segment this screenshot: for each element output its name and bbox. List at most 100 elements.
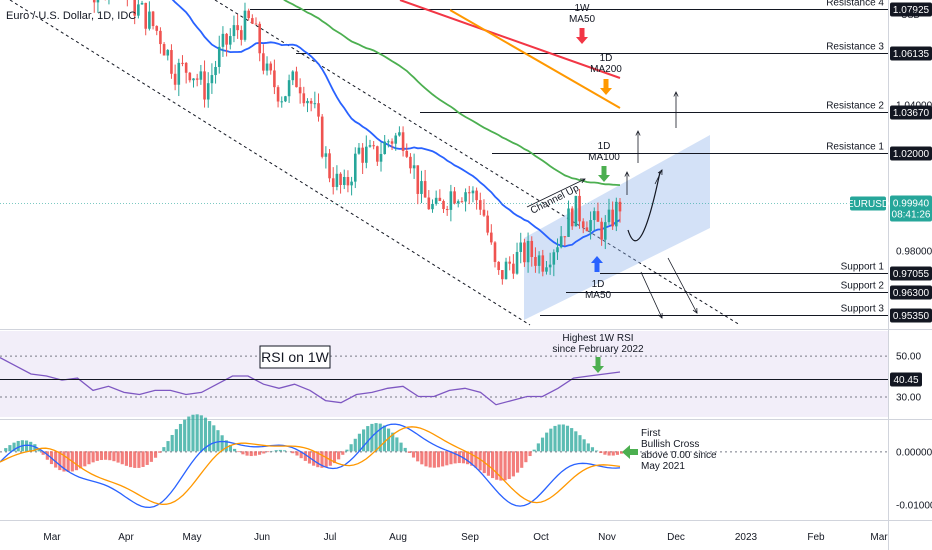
candle — [438, 189, 442, 202]
time-tick: May — [183, 532, 202, 543]
time-tick: Aug — [389, 532, 407, 543]
candle — [512, 254, 515, 279]
candle — [353, 147, 357, 189]
macd-histogram-bar — [316, 451, 320, 468]
candle-body — [276, 87, 280, 102]
macd-histogram-bar — [574, 431, 578, 452]
candle-body — [295, 71, 298, 88]
rsi-note: since February 2022 — [552, 344, 644, 355]
candle-body — [240, 30, 243, 40]
candle — [603, 215, 607, 250]
candle-body — [387, 141, 390, 143]
macd-histogram-bar — [486, 451, 491, 476]
rsi-band — [0, 331, 888, 417]
macd-histogram-bar — [149, 451, 153, 462]
macd-histogram-bar — [303, 451, 307, 461]
candle — [445, 205, 449, 216]
candle-body — [309, 100, 313, 104]
candle-body — [405, 150, 409, 157]
macd-histogram-bar — [524, 451, 528, 463]
candle — [581, 218, 585, 234]
macd-histogram-bar — [74, 451, 79, 471]
candle — [361, 143, 364, 174]
candle — [155, 25, 159, 36]
candle-body — [339, 173, 342, 185]
rsi-value-badge — [890, 372, 922, 387]
trendlines — [9, 0, 741, 326]
candle-body — [376, 146, 379, 162]
candle — [203, 60, 206, 108]
macd-histogram-bar — [399, 442, 403, 452]
macd-histogram-bar — [183, 419, 187, 452]
candle-body — [581, 221, 585, 228]
macd-histogram-bar — [108, 451, 112, 461]
macd-histogram-bar — [391, 432, 395, 452]
candle — [144, 2, 148, 36]
macd-histogram-bar — [420, 451, 424, 465]
candle-body — [140, 2, 144, 5]
candle — [394, 132, 398, 151]
candle-body — [431, 203, 434, 210]
candle-body — [251, 18, 254, 24]
candle-body — [368, 145, 372, 147]
candle — [552, 249, 556, 277]
macd-line — [0, 423, 621, 509]
candle — [280, 96, 284, 108]
candle-body — [206, 83, 210, 100]
macd-histogram-bar — [282, 450, 287, 452]
candle-body — [236, 25, 239, 31]
macd-histogram-bar — [582, 439, 586, 452]
macd-histogram-bar — [274, 450, 278, 452]
candle-body — [611, 209, 614, 227]
time-tick: Mar — [870, 532, 888, 543]
macd-histogram-bar — [578, 435, 582, 452]
macd-histogram-bar — [220, 435, 224, 452]
macd-histogram-bar — [453, 451, 457, 464]
candle-body — [471, 190, 475, 194]
candle-body — [567, 208, 570, 237]
candle — [596, 202, 600, 222]
candle-body — [530, 240, 534, 258]
candle — [556, 238, 559, 260]
macd-histogram-bar — [328, 451, 332, 466]
candle-body — [478, 200, 482, 210]
macd-tick: -0.01000 — [896, 501, 932, 512]
candle-body — [508, 261, 512, 264]
candle-body — [287, 80, 291, 97]
candle — [137, 0, 140, 19]
candle — [133, 0, 136, 25]
macd-histogram-bar — [586, 443, 590, 452]
candle — [162, 42, 166, 56]
ma200-1d-label: MA200 — [590, 64, 622, 75]
macd-histogram-bar — [432, 451, 436, 468]
up-arrow-2-head — [635, 130, 641, 136]
macd-histogram-bar — [145, 451, 149, 465]
candle-body — [159, 30, 162, 45]
candle-body — [501, 270, 504, 280]
ma50-1d-line — [171, 0, 621, 248]
ma50-1d-label: MA50 — [585, 290, 612, 301]
candle-body — [342, 176, 346, 185]
macd-histogram-bar — [532, 449, 536, 452]
macd-histogram-bar — [611, 451, 615, 456]
macd-histogram-bar — [457, 451, 461, 464]
candle-body — [144, 2, 148, 29]
candle — [563, 236, 567, 246]
candle-body — [273, 70, 276, 88]
macd-histogram-bar — [187, 416, 191, 452]
candle-body — [467, 192, 471, 194]
candle-body — [541, 255, 545, 272]
currency-label: USD — [901, 10, 921, 20]
macd-histogram-bar — [137, 451, 141, 468]
candle — [126, 0, 128, 7]
price-tick: 0.98000 — [896, 246, 932, 257]
macd-histogram-bar — [245, 451, 249, 456]
candle-body — [596, 211, 600, 222]
macd-histogram-bar — [195, 414, 199, 452]
candle-body — [475, 190, 478, 201]
candle-body — [497, 261, 500, 271]
level-price-badge — [890, 285, 932, 300]
macd-histogram-bar — [33, 444, 37, 452]
candle-body — [254, 23, 258, 25]
candle-body — [302, 93, 306, 104]
